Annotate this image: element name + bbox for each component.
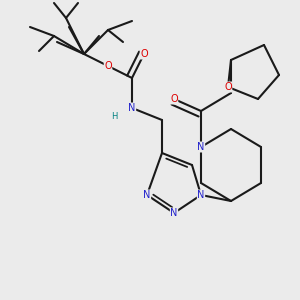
- Text: N: N: [197, 142, 205, 152]
- Text: N: N: [143, 190, 151, 200]
- Text: O: O: [224, 82, 232, 92]
- Text: N: N: [197, 190, 205, 200]
- Text: H: H: [111, 112, 117, 122]
- Text: O: O: [140, 49, 148, 59]
- Text: O: O: [104, 61, 112, 71]
- Text: O: O: [170, 94, 178, 104]
- Text: N: N: [170, 208, 178, 218]
- Text: N: N: [128, 103, 136, 113]
